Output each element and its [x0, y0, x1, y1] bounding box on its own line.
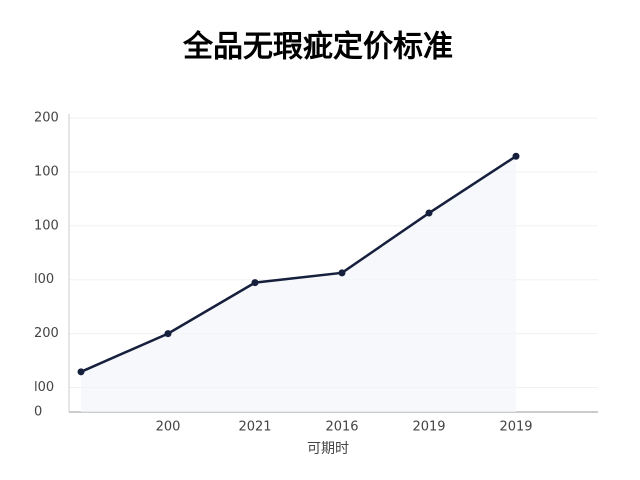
- y-tick-label: 100: [34, 218, 59, 233]
- point: [251, 279, 259, 287]
- y-tick-label: 100: [34, 164, 59, 179]
- point: [338, 269, 346, 277]
- chart-title: 全品无瑕疵定价标准: [182, 30, 453, 65]
- y-tick-label: 200: [34, 111, 59, 126]
- y-tick-label: l00: [34, 380, 54, 395]
- point: [425, 209, 433, 217]
- x-axis-label: 可期时: [307, 441, 349, 457]
- line: [80, 155, 517, 373]
- x-tick-label: 200: [156, 420, 181, 435]
- point: [512, 152, 520, 160]
- x-tick-label: 2019: [499, 420, 532, 435]
- y-tick-label: 200: [34, 326, 59, 341]
- point: [164, 330, 172, 338]
- y-tick-label: l00: [34, 272, 54, 287]
- point: [77, 368, 85, 376]
- x-tick-label: 2016: [325, 420, 358, 435]
- x-tick-label: 2021: [238, 420, 271, 435]
- y-tick-label: 0: [34, 405, 42, 420]
- x-tick-label: 2019: [412, 420, 445, 435]
- area-shade: [81, 156, 516, 412]
